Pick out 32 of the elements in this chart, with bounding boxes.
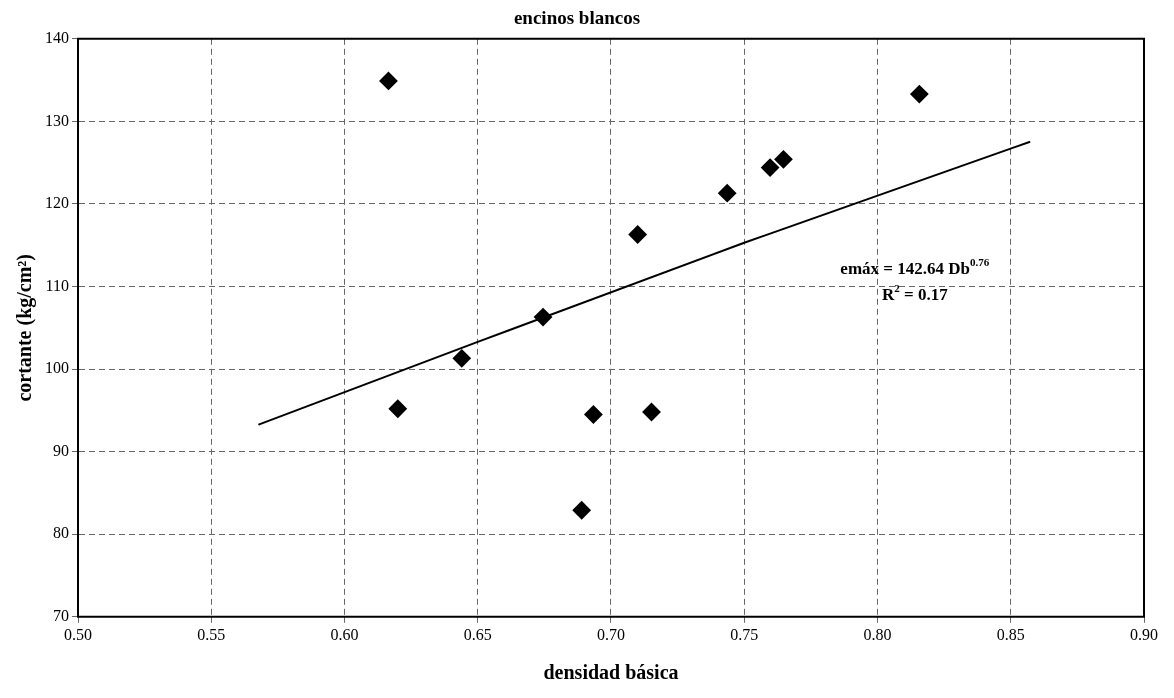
x-tick-label: 0.70 [597,625,625,643]
y-tick-label: 130 [45,111,69,129]
y-tick-label: 140 [45,29,69,46]
x-tick-label: 0.65 [463,625,492,643]
point [718,184,737,203]
y-tick-label: 90 [53,441,69,459]
x-tick-label: 0.85 [996,625,1025,643]
x-tick-label: 0.50 [64,625,92,643]
point [534,308,553,327]
x-tick-label: 0.90 [1130,625,1158,643]
y-tick-label: 70 [53,607,69,624]
x-tick-label: 0.55 [197,625,226,643]
x-tick-label: 0.60 [330,625,359,643]
x-tick-label: 0.75 [730,625,759,643]
point [774,150,793,169]
point [642,403,661,422]
point [910,85,929,104]
y-tick-label: 110 [45,276,69,294]
y-tick-label: 100 [45,359,69,377]
chart-title: encinos blancos [513,7,641,29]
point [584,405,603,424]
y-tick-label: 120 [45,194,69,212]
point [761,158,780,177]
x-tick-label: 0.80 [863,625,892,643]
point [388,399,407,418]
point [379,71,398,90]
point [628,225,647,244]
point [572,501,591,520]
y-tick-label: 80 [53,524,69,542]
x-axis-title: densidad básica [543,661,679,684]
point [452,349,471,368]
y-axis-title: cortante (kg/cm²) [13,254,37,402]
